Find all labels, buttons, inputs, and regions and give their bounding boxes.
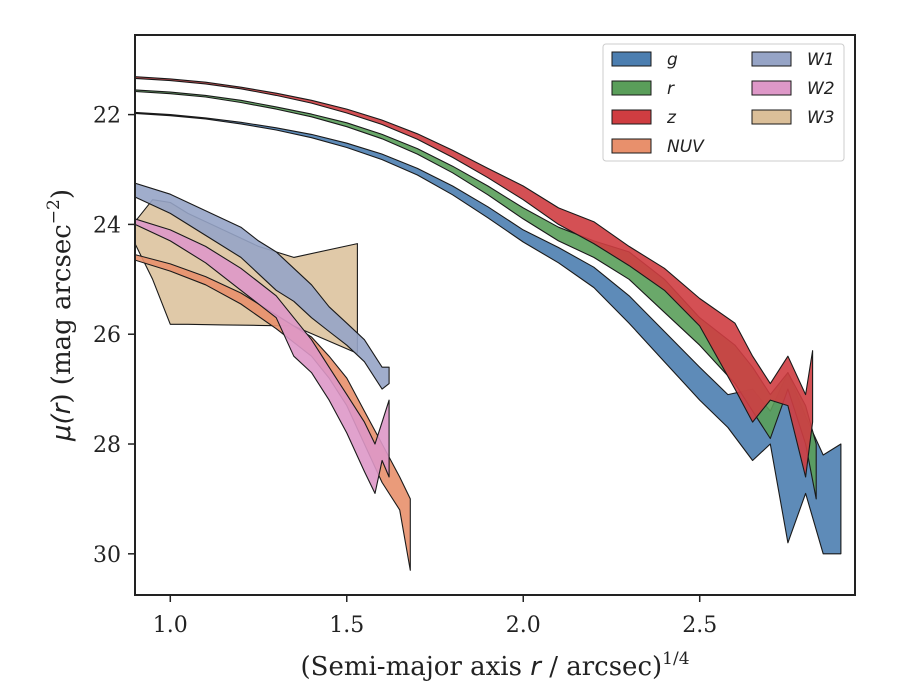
- y-tick-label: 30: [93, 543, 121, 568]
- legend-label-nuv: NUV: [667, 137, 705, 157]
- y-tick-label: 22: [93, 104, 121, 129]
- legend: grz NUV W1 W2 W3: [602, 43, 845, 162]
- x-tick-label: 2.5: [682, 613, 717, 638]
- band-w2: [135, 218, 390, 494]
- y-tick-label: 24: [93, 213, 121, 238]
- y-tick-label: 28: [93, 433, 121, 458]
- y-tick-label: 26: [93, 323, 121, 348]
- legend-label-w1: W1: [807, 50, 835, 70]
- data-bands: [135, 76, 842, 571]
- legend-frame: [602, 43, 845, 162]
- legend-label-g: g: [667, 50, 678, 70]
- legend-swatch-nuv: [611, 138, 652, 154]
- legend-swatch-g: [611, 51, 652, 67]
- legend-swatch-z: [611, 109, 652, 125]
- legend-swatch-r: [611, 80, 652, 96]
- band-w1: [135, 182, 390, 390]
- x-axis-title: (Semi-major axis r / arcsec)1/4: [300, 649, 689, 682]
- legend-label-w3: W3: [807, 108, 835, 128]
- legend-swatch-w1: [751, 51, 792, 67]
- band-z: [135, 76, 814, 478]
- legend-label-z: z: [666, 108, 677, 128]
- axis-ticks: 1.0 1.5 2.0 2.5 22 24 26 28 30: [93, 104, 717, 638]
- x-tick-label: 2.0: [506, 613, 541, 638]
- plot-frame: [134, 34, 856, 596]
- legend-label-w2: W2: [807, 79, 835, 99]
- x-tick-label: 1.0: [153, 613, 188, 638]
- legend-swatch-w3: [751, 109, 792, 125]
- legend-swatch-w2: [751, 80, 792, 96]
- band-g: [135, 111, 842, 555]
- band-r: [135, 89, 817, 500]
- legend-label-r: r: [667, 79, 675, 99]
- y-axis-title: μ(r) (mag arcsec−2): [44, 189, 77, 442]
- x-tick-label: 1.5: [329, 613, 364, 638]
